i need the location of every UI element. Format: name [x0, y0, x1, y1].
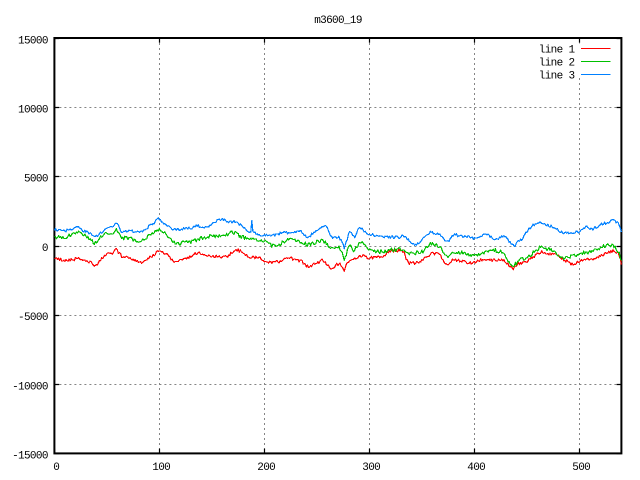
svg-text:200: 200	[257, 462, 275, 474]
svg-text:0: 0	[53, 462, 59, 474]
svg-text:400: 400	[467, 462, 485, 474]
svg-text:line 3: line 3	[539, 70, 575, 82]
svg-text:line 2: line 2	[539, 57, 575, 69]
svg-text:line 1: line 1	[539, 44, 576, 56]
svg-text:500: 500	[572, 462, 590, 474]
svg-text:10000: 10000	[18, 104, 48, 116]
svg-text:15000: 15000	[18, 35, 48, 47]
svg-text:0: 0	[42, 243, 48, 255]
svg-text:-10000: -10000	[12, 381, 48, 393]
svg-text:5000: 5000	[24, 174, 48, 186]
svg-text:300: 300	[362, 462, 380, 474]
svg-text:m3600_19: m3600_19	[314, 15, 362, 27]
svg-text:-15000: -15000	[12, 451, 48, 463]
svg-text:-5000: -5000	[18, 312, 48, 324]
svg-text:100: 100	[152, 462, 170, 474]
